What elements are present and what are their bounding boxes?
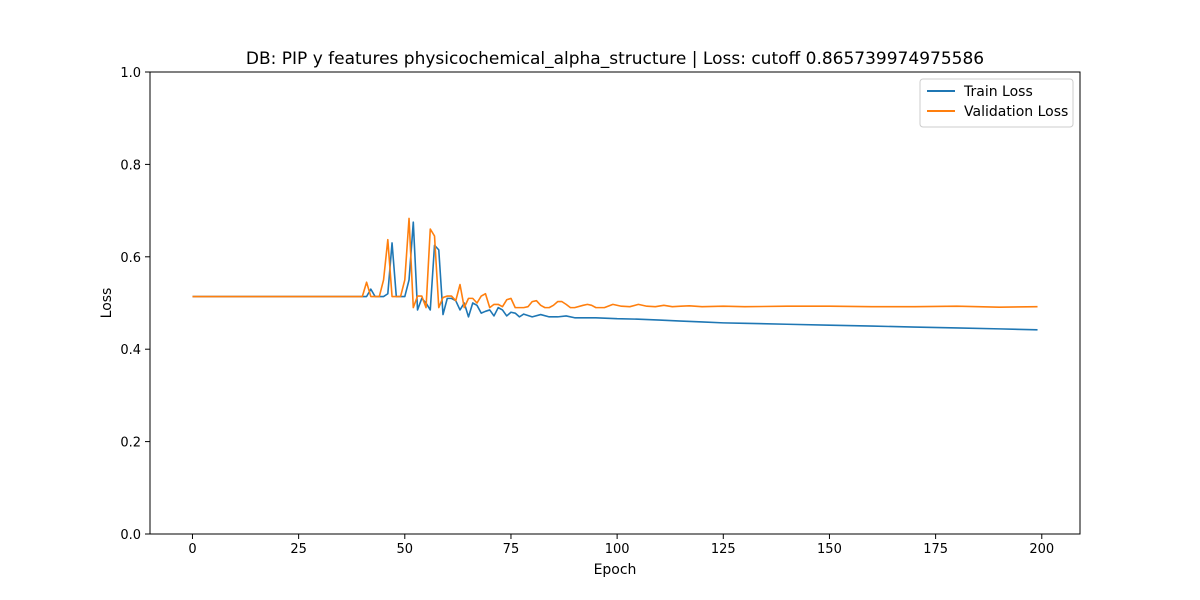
plot-frame	[149, 71, 1081, 535]
legend-train-loss-label: Train Loss	[963, 84, 1033, 100]
x-tick-label: 0	[188, 542, 196, 557]
y-axis: 0.0 0.2 0.4 0.6 0.8 1.0	[120, 66, 150, 543]
y-tick-label: 0.8	[120, 158, 141, 173]
x-axis-label: Epoch	[594, 562, 637, 578]
y-tick-label: 0.2	[120, 436, 141, 451]
x-tick-label: 100	[605, 542, 630, 557]
x-tick-label: 175	[923, 542, 948, 557]
plot-lines	[192, 217, 1038, 331]
legend: Train Loss Validation Loss	[919, 78, 1074, 128]
y-tick-label: 0.0	[120, 528, 141, 543]
y-axis-label: Loss	[99, 288, 115, 319]
x-axis: 0 25 50 75 100 125 150 175 200	[188, 534, 1054, 557]
y-tick-label: 1.0	[120, 66, 141, 81]
x-tick-label: 125	[711, 542, 736, 557]
chart-title: DB: PIP y features physicochemical_alpha…	[246, 49, 984, 69]
validation-loss-line	[192, 217, 1038, 309]
legend-validation-loss-label: Validation Loss	[964, 104, 1068, 120]
y-tick-label: 0.4	[120, 343, 141, 358]
y-tick-label: 0.6	[120, 251, 141, 266]
x-tick-label: 200	[1029, 542, 1054, 557]
x-tick-label: 50	[397, 542, 414, 557]
x-tick-label: 150	[817, 542, 842, 557]
x-tick-label: 25	[290, 542, 307, 557]
x-tick-label: 75	[503, 542, 520, 557]
legend-box	[919, 78, 1074, 128]
